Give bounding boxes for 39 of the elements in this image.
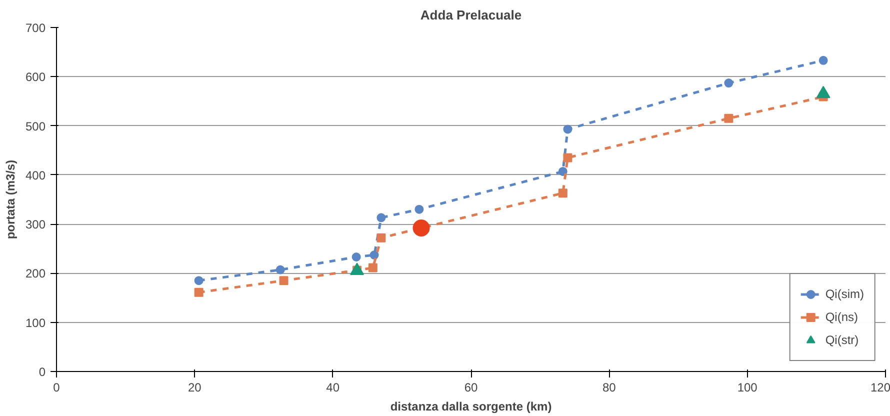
- x-tick-label: 60: [464, 380, 478, 394]
- x-tick-label: 100: [737, 380, 758, 394]
- point: [563, 153, 572, 162]
- point: [194, 276, 204, 286]
- point: [563, 124, 572, 134]
- x-axis-title: distanza dalla sorgente (km): [390, 400, 552, 414]
- point: [724, 78, 734, 88]
- point: [376, 213, 386, 222]
- x-tick-label: 40: [326, 380, 340, 394]
- y-tick-label: 400: [25, 168, 46, 182]
- x-tick-label: 80: [602, 380, 616, 394]
- x-tick-label: 120: [870, 380, 890, 394]
- point: [412, 220, 430, 236]
- point: [279, 276, 288, 286]
- legend-label: Qi(sim): [825, 287, 864, 301]
- legend-label: Qi(str): [825, 333, 859, 347]
- point: [558, 188, 568, 198]
- point: [376, 233, 386, 242]
- y-tick-label: 600: [25, 70, 46, 84]
- x-tick-label: 0: [53, 380, 60, 394]
- legend-label: Qi(ns): [825, 310, 858, 324]
- y-axis-title: portata (m3/s): [3, 160, 18, 240]
- point: [724, 114, 734, 123]
- point: [370, 250, 379, 260]
- y-tick-label: 100: [25, 316, 46, 330]
- chart-title: Adda Prelacuale: [420, 8, 522, 22]
- point: [194, 288, 204, 297]
- y-tick-label: 0: [38, 365, 46, 379]
- y-tick-label: 500: [25, 119, 46, 134]
- point: [558, 166, 568, 176]
- y-tick-label: 700: [25, 21, 46, 35]
- point: [352, 252, 361, 262]
- point: [414, 204, 424, 214]
- y-tick-label: 200: [25, 266, 46, 281]
- point: [368, 263, 378, 272]
- point: [276, 265, 285, 274]
- y-tick-label: 300: [25, 218, 46, 232]
- x-tick-label: 20: [188, 380, 202, 394]
- point: [818, 56, 828, 65]
